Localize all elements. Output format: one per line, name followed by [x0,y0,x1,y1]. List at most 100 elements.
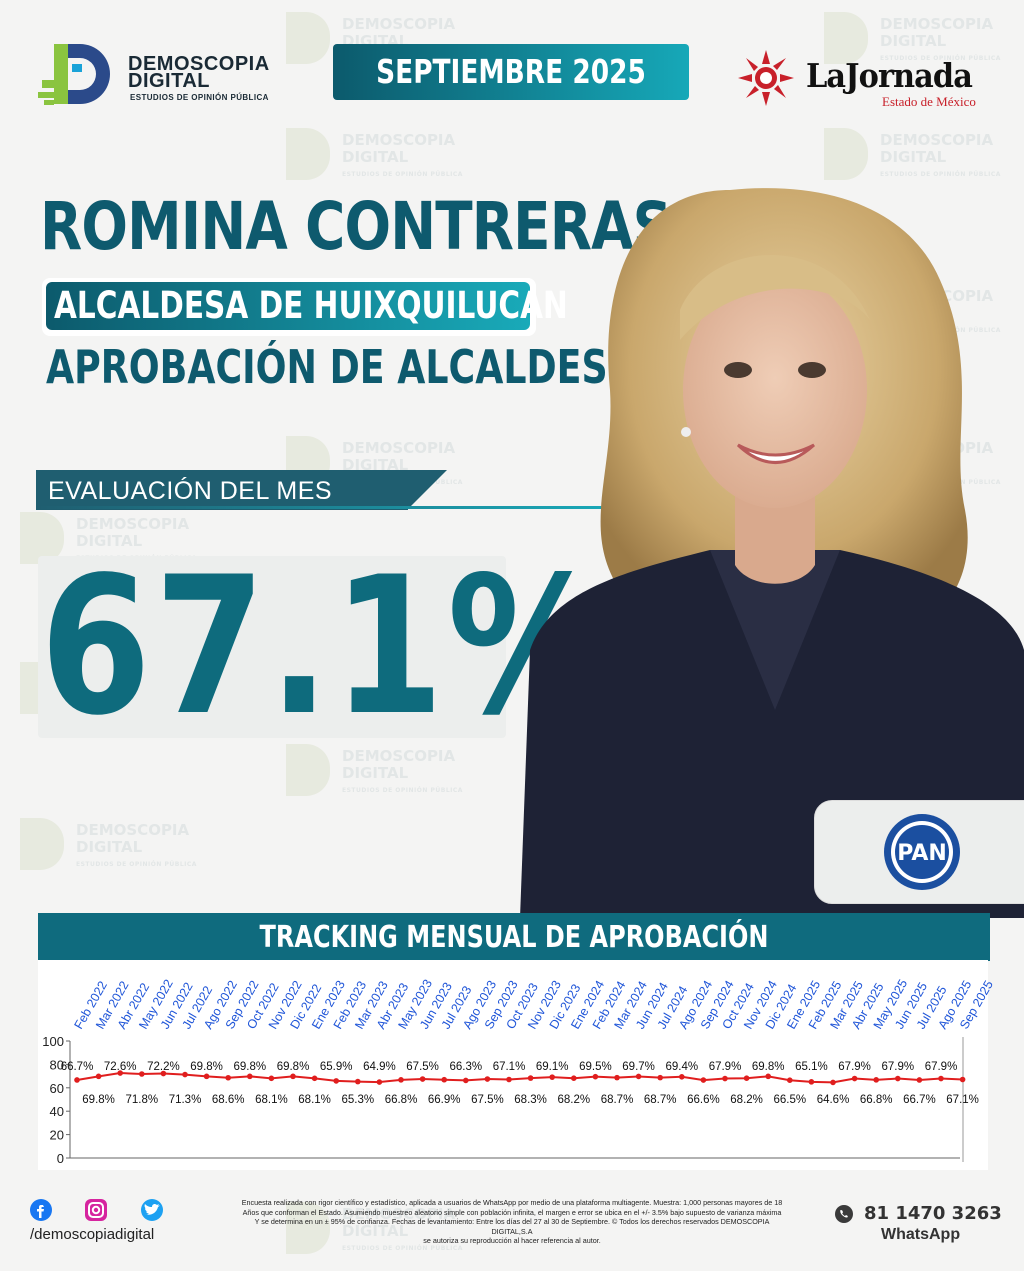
data-label: 66.7% [61,1061,94,1073]
data-point [851,1075,858,1082]
data-label: 65.3% [341,1094,374,1106]
brand-name-line2: DIGITAL [128,70,211,92]
data-label: 69.1% [536,1061,569,1073]
lajornada-logo: LaJornada Estado de México [736,48,996,112]
twitter-icon[interactable] [141,1199,163,1221]
data-point [355,1078,361,1085]
data-label: 71.8% [125,1094,158,1106]
data-label: 69.5% [579,1061,612,1073]
eval-value: 67.1% [40,536,611,757]
data-point [398,1077,404,1083]
data-label: 67.1% [946,1094,979,1106]
data-label: 69.8% [190,1061,223,1073]
month-banner [333,44,689,100]
legal-line: Y se determina en un ± 95% de confianza.… [254,1217,770,1236]
data-label: 68.2% [730,1094,763,1106]
data-label: 66.9% [428,1094,461,1106]
facebook-icon[interactable] [30,1199,52,1221]
data-point [139,1071,145,1077]
data-label: 71.3% [169,1094,202,1106]
data-point [722,1075,728,1082]
data-point [484,1076,491,1082]
data-point [592,1073,599,1080]
eval-label: EVALUACIÓN DEL MES [48,477,333,505]
data-point [830,1079,836,1086]
data-point [419,1076,426,1082]
data-label: 72.6% [104,1061,137,1073]
social-handle[interactable]: /demoscopiadigital [30,1226,155,1243]
y-tick-label: 60 [50,1081,64,1096]
data-label: 68.7% [644,1094,677,1106]
phone-app-label: WhatsApp [881,1226,961,1243]
whatsapp-icon [835,1205,853,1223]
instagram-icon[interactable] [85,1199,107,1221]
data-label: 68.1% [255,1094,288,1106]
role-banner-fill [46,282,530,330]
data-label: 67.9% [709,1061,742,1073]
data-point [657,1074,663,1081]
brand-name-line1: DEMOSCOPIA [128,53,270,75]
role-label: ALCALDESA DE HUIXQUILUCAN [54,284,568,327]
data-point [679,1074,685,1080]
data-point [225,1074,231,1081]
data-label: 66.3% [449,1061,482,1073]
brand-tagline: ESTUDIOS DE OPINIÓN PÚBLICA [130,93,269,102]
data-label: 69.8% [233,1061,266,1073]
data-point [441,1076,448,1083]
eval-banner [36,470,408,510]
data-point [247,1073,253,1080]
data-point [549,1074,555,1080]
data-label: 69.7% [622,1061,655,1073]
data-label: 68.6% [212,1094,245,1106]
phone-number[interactable]: 81 1470 3263 [864,1203,1002,1224]
data-point [895,1075,901,1082]
data-point [808,1079,815,1085]
data-point [376,1079,383,1085]
chart-background [38,960,988,1170]
y-tick-label: 20 [50,1128,64,1143]
data-point [959,1076,966,1083]
data-point [506,1076,512,1083]
data-label: 69.8% [277,1061,310,1073]
data-label: 66.6% [687,1094,720,1106]
series-line [76,1072,963,1084]
legal-notice: Encuesta realizada con rigor científico … [234,1198,790,1246]
data-point [787,1077,793,1083]
partner-sub: Estado de México [882,94,976,109]
data-label: 67.5% [406,1061,439,1073]
data-label: 72.2% [147,1061,180,1073]
data-label: 66.8% [860,1094,893,1106]
data-point [333,1078,340,1084]
data-point [463,1077,469,1084]
data-point [873,1077,879,1083]
data-point [117,1070,123,1076]
eval-value-box [38,556,506,738]
politician-name: ROMINA CONTRERAS [40,188,672,265]
month-label: SEPTIEMBRE 2025 [376,52,646,91]
data-label: 67.5% [471,1094,504,1106]
data-point [700,1077,707,1083]
sun-icon [738,50,794,106]
data-label: 66.5% [773,1094,806,1106]
data-point [311,1075,318,1082]
social-icons [30,1199,163,1221]
data-point [938,1075,944,1082]
data-label: 64.9% [363,1061,396,1073]
data-label: 67.1% [493,1061,526,1073]
data-label: 67.9% [881,1061,914,1073]
tracking-header [38,913,990,961]
data-point [614,1074,620,1081]
partner-name: LaJornada [806,56,973,95]
data-point [916,1077,923,1083]
eval-banner-tip [407,470,447,510]
data-point [74,1077,80,1083]
tracking-title: TRACKING MENSUAL DE APROBACIÓN [259,920,769,955]
data-point [527,1075,534,1081]
topic-label: APROBACIÓN DE ALCALDES [46,340,608,394]
